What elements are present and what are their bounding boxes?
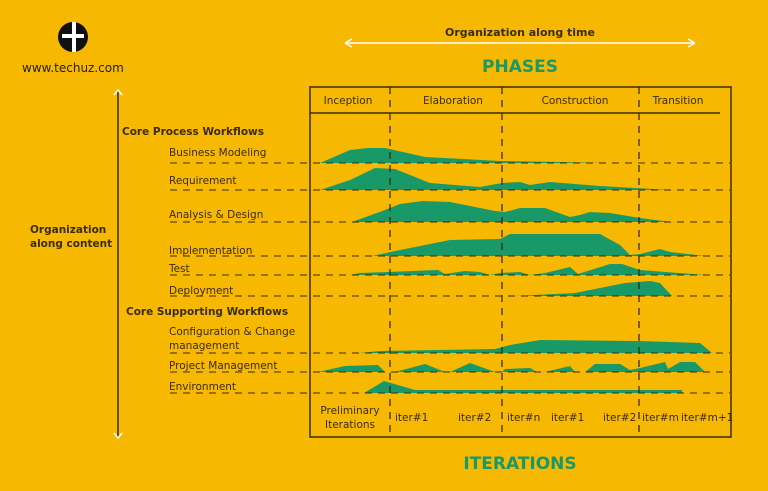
workflow-hump	[545, 366, 575, 372]
iterations-title: ITERATIONS	[463, 454, 576, 474]
iteration-preliminary-2: Iterations	[325, 419, 375, 431]
workflow-hump	[360, 340, 712, 353]
workflow-hump	[352, 201, 672, 222]
logo: www.techuz.com	[22, 22, 124, 75]
iteration-labels: Preliminary Iterations iter#1 iter#2 ite…	[320, 405, 733, 431]
phase-construction: Construction	[542, 95, 609, 107]
workflow-humps	[318, 148, 712, 393]
workflow-label: Configuration & Change	[169, 326, 295, 338]
iteration-label: iter#1	[551, 412, 584, 424]
workflow-label: Environment	[169, 381, 236, 393]
workflow-hump	[372, 234, 705, 256]
workflow-hump	[450, 363, 495, 372]
content-axis-label-1: Organization	[30, 224, 106, 236]
time-axis: Organization along time	[344, 26, 696, 48]
workflow-label: Business Modeling	[169, 147, 266, 159]
phase-inception: Inception	[324, 95, 373, 107]
phase-grid	[309, 86, 732, 438]
workflow-label: management	[169, 340, 239, 352]
phase-headers: Inception Elaboration Construction Trans…	[324, 95, 704, 107]
logo-text: www.techuz.com	[22, 61, 124, 75]
iteration-label: iter#m	[642, 412, 679, 424]
workflow-label: Test	[168, 263, 190, 275]
workflow-hump	[320, 148, 605, 163]
workflow-baselines	[170, 162, 730, 394]
phase-transition: Transition	[652, 95, 704, 107]
workflow-label: Analysis & Design	[169, 209, 263, 221]
content-axis-label-2: along content	[30, 238, 112, 250]
group-core-process: Core Process Workflows	[122, 126, 264, 138]
iteration-label: iter#1	[395, 412, 428, 424]
group-core-supporting: Core Supporting Workflows	[126, 306, 288, 318]
iteration-label: iter#n	[507, 412, 540, 424]
workflow-label: Requirement	[169, 175, 237, 187]
workflow-hump	[320, 168, 670, 190]
workflow-hump	[585, 362, 705, 372]
workflow-hump	[515, 281, 672, 296]
workflow-label: Project Management	[169, 360, 277, 372]
workflow-hump	[350, 264, 705, 275]
iteration-preliminary-1: Preliminary	[320, 405, 379, 417]
workflow-label: Deployment	[169, 285, 233, 297]
time-axis-label: Organization along time	[445, 26, 595, 39]
workflow-labels: Business Modeling Requirement Analysis &…	[168, 147, 295, 393]
workflow-hump	[395, 364, 445, 372]
phases-title: PHASES	[482, 57, 558, 77]
workflow-label: Implementation	[169, 245, 252, 257]
workflow-hump	[502, 368, 537, 372]
iteration-label: iter#2	[603, 412, 636, 424]
phase-elaboration: Elaboration	[423, 95, 483, 107]
iteration-label: iter#m+1	[681, 412, 733, 424]
content-axis: Organization along content	[30, 88, 123, 440]
workflow-hump	[364, 381, 682, 393]
workflow-hump	[318, 365, 385, 372]
iteration-label: iter#2	[458, 412, 491, 424]
